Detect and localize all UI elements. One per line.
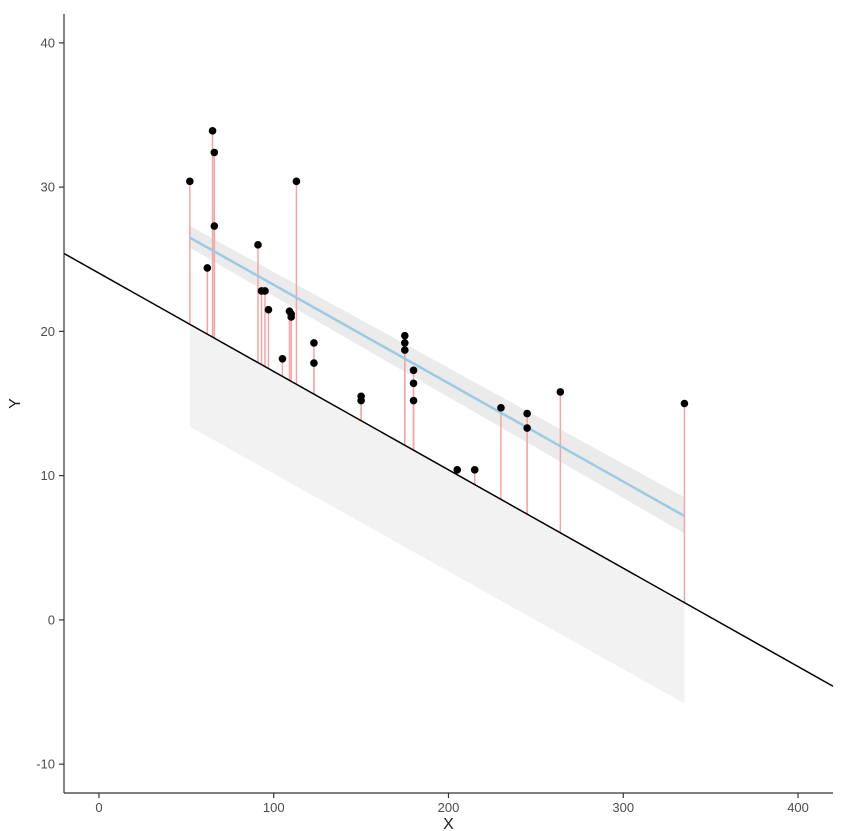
data-point (401, 339, 409, 347)
data-point (264, 305, 273, 314)
data-point (186, 177, 194, 186)
x-tick-label: 200 (438, 800, 460, 815)
x-axis-title: X (443, 816, 454, 831)
reference-band (189, 324, 685, 704)
data-point (680, 399, 689, 408)
x-ticks: 0 100 200 300 400 (95, 793, 809, 815)
x-tick-label: 400 (787, 800, 809, 815)
data-point (401, 331, 409, 340)
data-point (208, 127, 217, 135)
residual-lines (189, 130, 686, 603)
data-point (210, 222, 219, 230)
data-point (292, 177, 301, 186)
data-point (523, 409, 531, 418)
y-tick-label: 40 (41, 35, 55, 50)
data-point (523, 424, 531, 432)
y-tick-label: 0 (48, 612, 55, 627)
y-tick-label: 30 (41, 180, 55, 195)
data-point (453, 466, 462, 474)
data-point (556, 388, 565, 396)
y-axis-title: Y (7, 398, 24, 409)
data-point (470, 466, 479, 474)
data-point (357, 392, 365, 401)
axes: 0 100 200 300 400 -10 0 10 20 30 40 X Y (7, 14, 833, 831)
plot-area (63, 127, 834, 704)
data-point (310, 339, 318, 347)
data-point (254, 241, 262, 249)
data-point (401, 346, 409, 354)
x-tick-label: 100 (263, 800, 285, 815)
data-point (287, 310, 296, 318)
data-point (278, 354, 287, 363)
reference-line (63, 252, 834, 687)
data-points (186, 127, 689, 474)
data-point (497, 404, 505, 412)
x-tick-label: 300 (612, 800, 634, 815)
data-point (210, 148, 219, 157)
data-point (310, 359, 318, 367)
y-tick-label: -10 (36, 757, 55, 772)
data-point (203, 264, 212, 272)
x-tick-label: 0 (95, 800, 102, 815)
fitted-line (189, 236, 686, 518)
data-point (409, 379, 418, 388)
data-point (409, 396, 418, 405)
data-point (261, 287, 269, 295)
y-ticks: -10 0 10 20 30 40 (36, 35, 64, 772)
data-point (409, 366, 418, 375)
y-tick-label: 10 (41, 468, 55, 483)
y-tick-label: 20 (41, 324, 55, 339)
